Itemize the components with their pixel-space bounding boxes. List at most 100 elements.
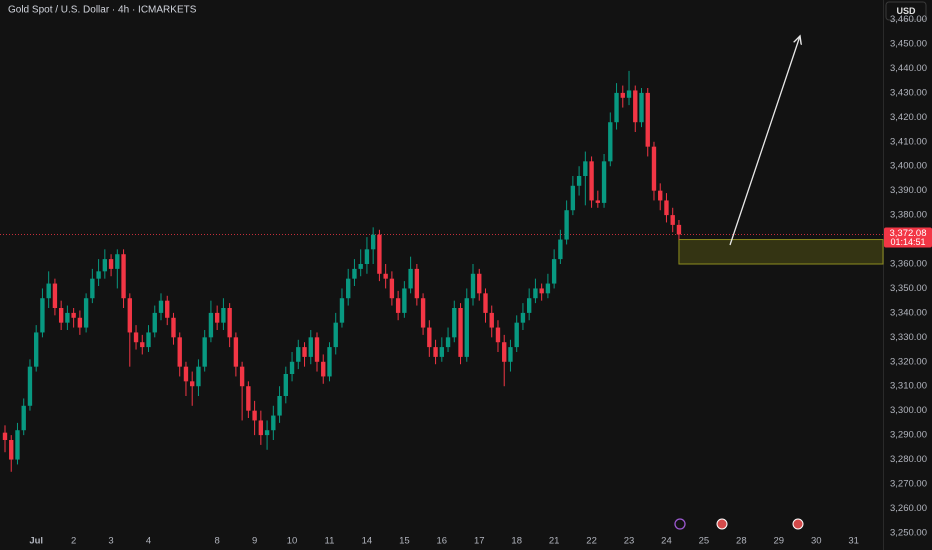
candle-body xyxy=(433,347,438,357)
x-tick-label: 23 xyxy=(624,536,635,547)
candle-body xyxy=(402,288,407,313)
candle-body xyxy=(364,249,370,264)
candle-body xyxy=(314,337,320,362)
candle-body xyxy=(177,337,182,367)
candle-body xyxy=(264,430,270,436)
candle-body xyxy=(620,92,625,98)
candle-body xyxy=(221,308,226,323)
currency-label[interactable]: USD xyxy=(896,6,916,16)
candle-body xyxy=(346,278,351,299)
x-tick-label: 21 xyxy=(549,536,560,547)
candle-body xyxy=(58,308,64,323)
candle-body xyxy=(252,410,257,421)
candle-body xyxy=(102,259,108,272)
candle-body xyxy=(15,430,20,460)
x-tick-label: 22 xyxy=(586,536,597,547)
plot-area xyxy=(0,70,884,472)
candle-body xyxy=(439,347,444,357)
candle-body xyxy=(377,234,382,274)
x-tick-label: 18 xyxy=(511,536,522,547)
candle-body xyxy=(514,322,519,348)
last-price-label: 3,372.08 xyxy=(890,228,927,239)
candle-body xyxy=(508,347,513,362)
candle-body xyxy=(233,337,239,367)
candle-body xyxy=(239,366,245,387)
event-icon[interactable] xyxy=(716,518,728,530)
y-tick-label: 3,380.00 xyxy=(890,210,927,221)
candle-body xyxy=(539,288,544,294)
candle-body xyxy=(171,317,176,338)
y-tick-label: 3,260.00 xyxy=(890,503,927,514)
candle-body xyxy=(302,347,307,357)
y-tick-label: 3,280.00 xyxy=(890,454,927,465)
candle-body xyxy=(152,312,157,333)
candle-body xyxy=(258,420,264,436)
candle-body xyxy=(676,224,682,235)
candle-body xyxy=(483,293,488,313)
event-icons xyxy=(674,518,804,530)
candle-body xyxy=(296,347,301,362)
event-icon[interactable] xyxy=(674,518,686,530)
candle-body xyxy=(370,234,376,250)
candle-body xyxy=(551,259,557,284)
y-tick-label: 3,430.00 xyxy=(890,87,927,98)
x-tick-label: 25 xyxy=(699,536,710,547)
candle-body xyxy=(71,312,76,318)
candle-body xyxy=(333,322,338,348)
candle-body xyxy=(90,278,95,299)
candle-body xyxy=(664,200,669,216)
candle-body xyxy=(133,332,139,343)
candle-body xyxy=(589,161,594,201)
candle-body xyxy=(96,271,101,279)
candle-body xyxy=(626,90,632,98)
candle-body xyxy=(27,366,33,406)
candle-body xyxy=(77,317,83,328)
candle-body xyxy=(146,332,151,348)
candle-body xyxy=(140,342,145,348)
candle-body xyxy=(271,415,276,431)
candle-body xyxy=(533,288,538,299)
candle-body xyxy=(420,298,426,328)
y-tick-label: 3,270.00 xyxy=(890,479,927,490)
candle-body xyxy=(458,308,463,357)
y-tick-label: 3,450.00 xyxy=(890,39,927,50)
candle-body xyxy=(40,298,45,333)
candle-body xyxy=(502,342,507,362)
candle-body xyxy=(9,440,14,460)
x-tick-label: 10 xyxy=(287,536,298,547)
candle-body xyxy=(670,215,675,225)
forecast-arrow xyxy=(729,36,800,246)
candle-body xyxy=(308,337,313,357)
y-tick-label: 3,320.00 xyxy=(890,356,927,367)
candle-body xyxy=(477,273,482,294)
support-zone xyxy=(678,239,884,265)
candle-body xyxy=(21,405,26,431)
x-tick-label: 30 xyxy=(811,536,822,547)
y-tick-label: 3,400.00 xyxy=(890,161,927,172)
candle-body xyxy=(570,185,576,211)
candle-body xyxy=(489,312,494,328)
candle-body xyxy=(558,239,563,260)
candle-body xyxy=(452,308,457,338)
candle-body xyxy=(470,273,476,299)
candle-body xyxy=(214,312,220,323)
candle-body xyxy=(651,146,657,191)
x-tick-label: 17 xyxy=(474,536,485,547)
x-tick-label: 28 xyxy=(736,536,747,547)
candle-body xyxy=(190,381,195,387)
candle-body xyxy=(352,268,357,279)
currency-button[interactable] xyxy=(885,1,927,21)
candle-body xyxy=(583,161,588,176)
countdown-label: 01:14:51 xyxy=(890,237,925,247)
candle-body xyxy=(115,254,120,269)
event-icon[interactable] xyxy=(792,518,804,530)
x-tick-label: 3 xyxy=(108,536,113,547)
x-tick-label: 2 xyxy=(71,536,76,547)
candle-body xyxy=(127,298,132,333)
y-tick-label: 3,390.00 xyxy=(890,185,927,196)
candle-body xyxy=(383,273,388,279)
candle-body xyxy=(83,298,89,328)
y-tick-label: 3,440.00 xyxy=(890,63,927,74)
candle-body xyxy=(165,300,170,318)
